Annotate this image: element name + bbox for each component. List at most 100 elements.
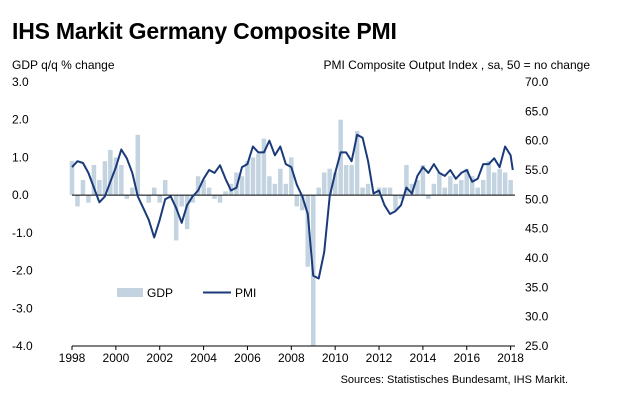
gdp-bar <box>437 172 442 196</box>
gdp-bar <box>491 172 497 196</box>
gdp-bar <box>426 195 431 199</box>
right-tick-label: 50.0 <box>525 192 549 206</box>
gdp-bar <box>86 195 91 203</box>
gdp-bar <box>223 191 228 196</box>
gdp-bar <box>497 168 502 196</box>
gdp-bar <box>459 180 464 196</box>
gdp-bar <box>162 180 168 196</box>
gdp-bar <box>332 172 338 196</box>
gdp-bar <box>250 157 256 196</box>
gdp-bar <box>442 187 448 196</box>
gdp-bar <box>382 187 387 196</box>
left-axis-ticks: 3.0 2.0 1.0 0.0 -1.0 -2.0 -3.0 -4.0 <box>12 75 33 353</box>
gdp-bar <box>173 195 179 241</box>
gdp-bar <box>387 187 393 196</box>
gdp-bar <box>80 180 86 196</box>
gdp-bar <box>206 187 212 196</box>
gdp-bar <box>409 183 415 196</box>
gdp-bar <box>267 176 272 196</box>
x-tick-label: 2002 <box>146 351 173 365</box>
gdp-bar <box>464 168 469 196</box>
gdp-bar <box>431 183 437 196</box>
gdp-bar <box>146 195 152 203</box>
gdp-bar <box>113 157 119 196</box>
gdp-bar <box>469 176 475 196</box>
left-tick-label: -3.0 <box>12 301 33 315</box>
gdp-bar <box>354 131 360 196</box>
gdp-bar <box>349 164 354 196</box>
gdp-bars <box>69 119 513 346</box>
gdp-bar <box>305 195 311 267</box>
right-tick-label: 35.0 <box>525 280 549 294</box>
gdp-bar <box>404 164 409 196</box>
x-axis-ticks: 1998 2000 2002 2004 2006 2008 2010 2012 2014 2016… <box>59 345 524 365</box>
gdp-bar <box>398 195 404 199</box>
left-tick-label: -4.0 <box>12 339 33 353</box>
gdp-bar <box>119 164 124 196</box>
gdp-bar <box>97 180 102 196</box>
gdp-bar <box>327 168 332 196</box>
gdp-bar <box>294 195 300 207</box>
gdp-bar <box>195 176 201 196</box>
gdp-bar <box>448 176 453 196</box>
x-tick-label: 2000 <box>103 351 130 365</box>
gdp-bar <box>201 180 206 196</box>
legend-pmi-label: PMI <box>235 286 256 300</box>
left-tick-label: -2.0 <box>12 264 33 278</box>
legend-gdp-label: GDP <box>147 286 173 300</box>
gdp-bar <box>135 134 141 196</box>
gdp-bar <box>108 149 113 196</box>
right-tick-label: 30.0 <box>525 310 549 324</box>
gdp-bar <box>217 195 223 203</box>
gdp-bar <box>289 157 294 196</box>
gdp-bar <box>420 164 426 196</box>
gdp-bar <box>338 119 343 196</box>
x-tick-label: 2012 <box>366 351 393 365</box>
gdp-bar <box>365 183 371 196</box>
gdp-bar <box>157 195 162 203</box>
right-axis-ticks: 70.0 65.0 60.0 55.0 50.0 45.0 40.0 35.0 30.0 25.0 <box>525 75 549 353</box>
x-tick-label: 2008 <box>278 351 305 365</box>
left-axis-caption: GDP q/q % change <box>12 58 115 72</box>
gdp-bar <box>480 180 486 196</box>
right-axis-caption: PMI Composite Output Index , sa, 50 = no… <box>323 58 591 72</box>
legend-gdp-swatch <box>117 288 143 297</box>
left-tick-label: 2.0 <box>12 113 29 127</box>
x-tick-label: 1998 <box>59 351 86 365</box>
right-tick-label: 55.0 <box>525 163 549 177</box>
left-tick-label: 0.0 <box>12 188 29 202</box>
legend: GDP PMI <box>117 286 256 300</box>
left-tick-label: -1.0 <box>12 226 33 240</box>
gdp-bar <box>184 195 190 230</box>
left-tick-label: 3.0 <box>12 75 29 89</box>
gdp-bar <box>179 195 184 207</box>
x-tick-label: 2014 <box>410 351 437 365</box>
left-tick-label: 1.0 <box>12 150 29 164</box>
gdp-bar <box>151 187 157 196</box>
gdp-bar <box>245 161 250 196</box>
gdp-bar <box>75 195 80 207</box>
gdp-bar <box>393 195 398 211</box>
x-tick-label: 2010 <box>322 351 349 365</box>
gdp-bar <box>261 138 267 196</box>
gdp-bar <box>130 187 135 196</box>
gdp-bar <box>124 195 130 199</box>
x-tick-label: 2016 <box>453 351 480 365</box>
gdp-bar <box>453 183 459 196</box>
gdp-bar <box>475 187 480 196</box>
right-tick-label: 40.0 <box>525 251 549 265</box>
gdp-bar <box>190 195 195 203</box>
right-tick-label: 70.0 <box>525 75 549 89</box>
x-tick-label: 2006 <box>234 351 261 365</box>
gdp-bar <box>415 180 420 196</box>
page-title: IHS Markit Germany Composite PMI <box>12 18 397 44</box>
gdp-bar <box>256 153 261 196</box>
x-tick-label: 2018 <box>497 351 524 365</box>
gdp-bar <box>212 195 217 199</box>
x-tick-label: 2004 <box>190 351 217 365</box>
gdp-bar <box>283 183 289 196</box>
source-note: Sources: Statistisches Bundesamt, IHS Ma… <box>340 374 568 386</box>
gdp-bar <box>69 161 75 196</box>
gdp-bar <box>343 164 349 196</box>
